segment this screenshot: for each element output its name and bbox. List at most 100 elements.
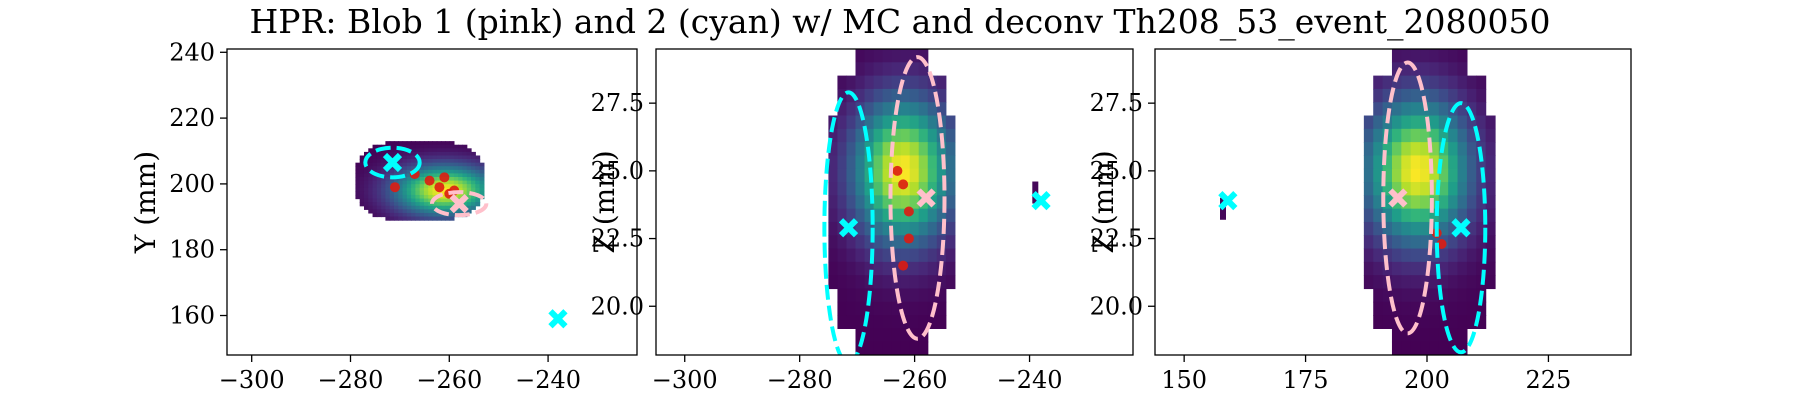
heatmap-cell bbox=[1363, 128, 1374, 143]
heatmap-cell bbox=[445, 209, 451, 214]
heatmap-cell bbox=[873, 88, 884, 103]
heatmap-cell bbox=[436, 151, 442, 157]
heatmap-cell bbox=[466, 169, 472, 175]
heatmap-cell bbox=[385, 194, 391, 200]
heatmap-cell bbox=[1373, 288, 1384, 303]
heatmap-cell bbox=[1466, 275, 1477, 290]
heatmap-cell bbox=[1410, 275, 1421, 290]
heatmap-cell bbox=[1401, 142, 1412, 157]
heatmap-cell bbox=[882, 102, 893, 117]
heatmap-cell bbox=[466, 180, 472, 185]
heatmap-cell bbox=[936, 208, 947, 223]
heatmap-cell bbox=[406, 194, 412, 200]
heatmap-cell bbox=[1420, 208, 1431, 223]
heatmap-cell bbox=[891, 182, 902, 196]
heatmap-cell bbox=[918, 248, 929, 263]
heatmap-cell bbox=[415, 184, 421, 189]
heatmap-cell bbox=[458, 166, 464, 171]
heatmap-cell bbox=[855, 88, 866, 103]
heatmap-cell bbox=[402, 166, 408, 171]
heatmap-cell bbox=[1448, 275, 1459, 290]
heatmap-cell bbox=[466, 194, 472, 200]
heatmap-cell bbox=[1420, 168, 1431, 183]
heatmap-cell bbox=[837, 275, 848, 290]
heatmap-cell bbox=[458, 180, 464, 185]
heatmap-cell bbox=[909, 288, 920, 303]
heatmap-cell bbox=[864, 75, 875, 90]
heatmap-cell bbox=[1466, 88, 1477, 103]
heatmap-cell bbox=[1391, 275, 1402, 290]
heatmap-cell bbox=[436, 155, 442, 160]
heatmap-cell bbox=[402, 155, 408, 160]
heatmap-cell bbox=[355, 177, 361, 182]
heatmap-cell bbox=[1448, 328, 1459, 343]
heatmap-cell bbox=[828, 195, 839, 210]
blob-2-marker bbox=[1451, 218, 1471, 238]
heatmap-cell bbox=[389, 212, 395, 218]
mc-hit-point bbox=[903, 233, 914, 244]
heatmap-cell bbox=[423, 202, 429, 207]
heatmap-cell bbox=[441, 205, 446, 210]
heatmap-cell bbox=[1363, 208, 1374, 223]
y-tick-label: 240 bbox=[169, 38, 215, 66]
heatmap-cell bbox=[466, 162, 472, 167]
heatmap-cell bbox=[411, 162, 416, 167]
heatmap-cell bbox=[1391, 128, 1402, 143]
heatmap-cell bbox=[398, 162, 404, 167]
heatmap-cell bbox=[936, 102, 947, 117]
y-tick-label: 20.0 bbox=[591, 292, 644, 320]
heatmap-cell bbox=[873, 195, 884, 210]
heatmap-cell bbox=[398, 202, 404, 207]
heatmap-cell bbox=[1438, 288, 1449, 303]
heatmap-cell bbox=[1391, 182, 1402, 196]
heatmap-cell bbox=[363, 198, 369, 203]
heatmap-cell bbox=[1401, 315, 1412, 329]
heatmap-cell bbox=[1401, 328, 1412, 343]
heatmap-cell bbox=[423, 216, 429, 221]
heatmap-cell bbox=[449, 202, 455, 207]
x-tick-label: 175 bbox=[1283, 366, 1329, 394]
heatmap-cell bbox=[1448, 155, 1459, 170]
heatmap-cell bbox=[376, 144, 382, 149]
heatmap-cell bbox=[882, 62, 893, 77]
heatmap-cell bbox=[445, 159, 451, 164]
heatmap-cell bbox=[882, 142, 893, 157]
heatmap-cell bbox=[1438, 275, 1449, 290]
heatmap-cell bbox=[882, 115, 893, 130]
heatmap-cell bbox=[441, 151, 446, 157]
heatmap-cell bbox=[1457, 75, 1468, 90]
heatmap-cell bbox=[900, 341, 911, 355]
heatmap-cell bbox=[873, 62, 884, 77]
heatmap-cell bbox=[1457, 195, 1468, 210]
heatmap-cell bbox=[1382, 75, 1393, 90]
heatmap-cell bbox=[432, 169, 438, 175]
heatmap-cell bbox=[441, 141, 446, 146]
heatmap-cell bbox=[1476, 155, 1487, 170]
heatmap-cell bbox=[475, 166, 481, 171]
heatmap-cell bbox=[1363, 168, 1374, 183]
heatmap-cell bbox=[1410, 75, 1421, 90]
heatmap-cell bbox=[411, 209, 416, 214]
heatmap-cell bbox=[1420, 142, 1431, 157]
heatmap-cell bbox=[864, 49, 875, 63]
heatmap-cell bbox=[1363, 275, 1374, 290]
heatmap-cell bbox=[936, 182, 947, 196]
heatmap-cell bbox=[882, 275, 893, 290]
heatmap-cell bbox=[1438, 115, 1449, 130]
heatmap-cell bbox=[398, 187, 404, 192]
heatmap-cell bbox=[432, 216, 438, 221]
heatmap-cell bbox=[411, 184, 416, 189]
heatmap-cell bbox=[873, 182, 884, 196]
heatmap-cell bbox=[918, 102, 929, 117]
heatmap-cell bbox=[393, 202, 399, 207]
heatmap-cell bbox=[428, 216, 434, 221]
heatmap-cell bbox=[428, 209, 434, 214]
heatmap-cell bbox=[406, 202, 412, 207]
heatmap-cell bbox=[479, 162, 485, 167]
heatmap-cell bbox=[1363, 155, 1374, 170]
heatmap-cell bbox=[393, 148, 399, 153]
heatmap-cell bbox=[462, 148, 468, 153]
heatmap-cell bbox=[1410, 88, 1421, 103]
heatmap-cell bbox=[368, 202, 374, 207]
